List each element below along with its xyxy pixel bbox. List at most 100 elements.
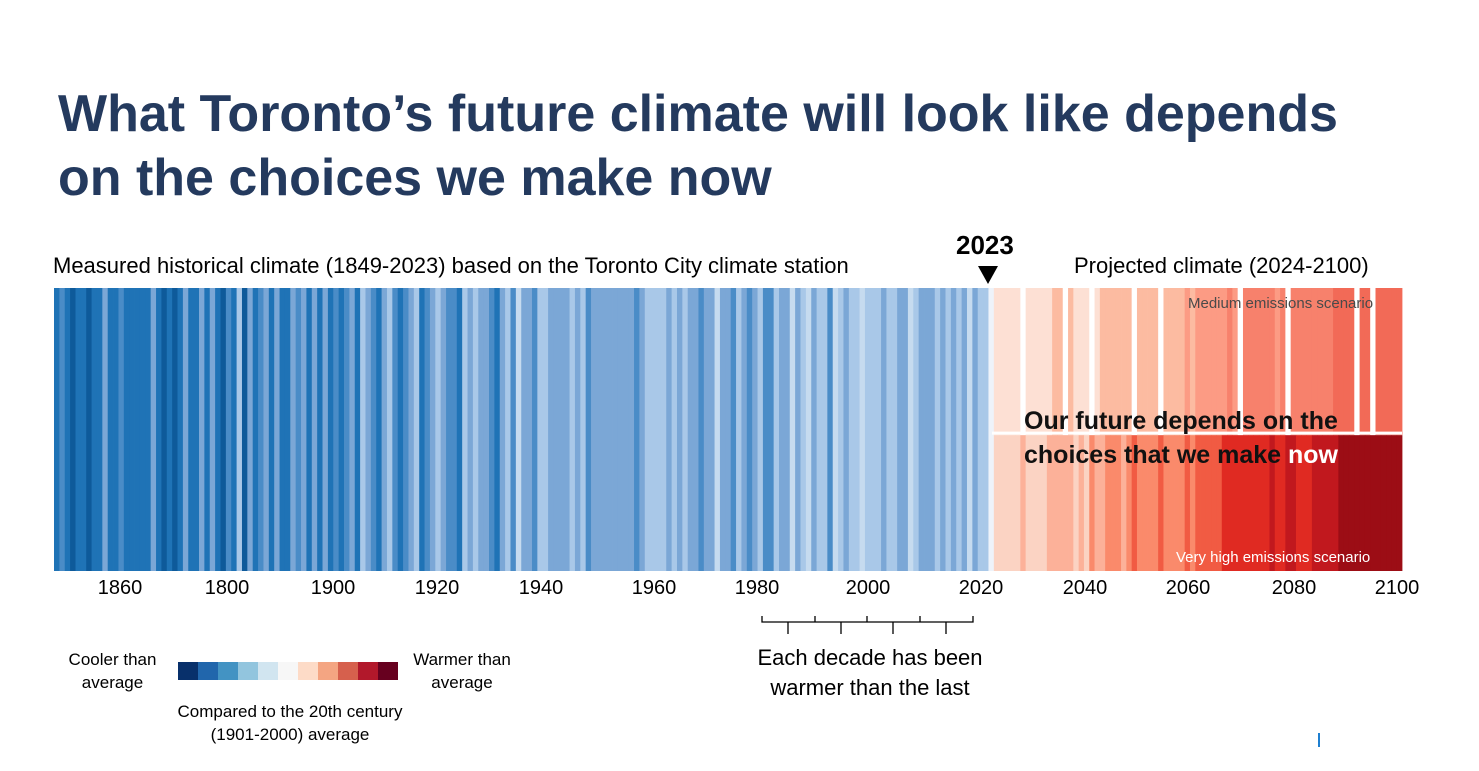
medium-scenario-stripe <box>1295 288 1302 436</box>
high-scenario-stripe <box>1025 435 1032 571</box>
historical-stripe <box>585 288 592 571</box>
marker-arrow-icon <box>978 266 998 284</box>
high-scenario-stripe <box>1089 435 1095 571</box>
historical-stripe <box>924 288 930 571</box>
high-scenario-stripe <box>1205 435 1212 571</box>
high-scenario-stripe <box>1057 435 1064 571</box>
high-scenario-stripe <box>1131 435 1138 571</box>
historical-stripe <box>639 288 646 571</box>
historical-stripe <box>177 288 184 571</box>
future-message: Our future depends on the choices that w… <box>1024 404 1338 472</box>
historical-stripe <box>193 288 200 571</box>
high-scenario-stripe <box>1338 435 1345 571</box>
medium-scenario-stripe <box>1343 288 1350 436</box>
decade-bracket-path <box>761 616 974 634</box>
historical-stripe <box>558 288 565 571</box>
medium-scenario-stripe <box>1004 288 1011 436</box>
high-scenario-stripe <box>1295 435 1302 571</box>
historical-stripe <box>542 288 549 571</box>
medium-scenario-stripe <box>1083 288 1090 436</box>
medium-scenario-stripe <box>1269 288 1276 436</box>
medium-scenario-stripe <box>1216 288 1223 436</box>
historical-stripe <box>768 288 775 571</box>
high-scenario-stripe <box>1078 435 1085 571</box>
legend-cool-label: Cooler than average <box>55 648 170 694</box>
future-message-text: choices that we make <box>1024 441 1282 469</box>
historical-stripe <box>284 288 291 571</box>
medium-scenario-stripe <box>1152 288 1159 436</box>
historical-stripe <box>301 288 307 571</box>
medium-scenario-stripe <box>1375 288 1382 436</box>
historical-stripe <box>913 288 920 571</box>
medium-scenario-stripe <box>1264 288 1270 436</box>
historical-stripe <box>349 288 356 571</box>
x-tick-label: 2060 <box>1165 577 1211 599</box>
historical-stripe <box>741 288 748 571</box>
historical-stripe <box>988 288 995 571</box>
high-scenario-stripe <box>993 435 1000 571</box>
medium-scenario-stripe <box>1280 288 1286 436</box>
high-scenario-stripe <box>1354 435 1360 571</box>
historical-stripe <box>531 288 538 571</box>
high-scenario-stripe <box>1068 435 1074 571</box>
medium-scenario-stripe <box>1121 288 1127 436</box>
historical-stripe <box>424 288 431 571</box>
medium-scenario-stripe <box>1068 288 1074 436</box>
historical-stripe <box>972 288 979 571</box>
historical-stripe <box>510 288 517 571</box>
x-tick-label: 1980 <box>734 577 780 599</box>
historical-stripe <box>854 288 860 571</box>
legend-color-swatch <box>238 662 258 680</box>
high-scenario-stripe <box>1396 435 1403 571</box>
legend-color-swatch <box>318 662 338 680</box>
high-scenario-stripe <box>1158 435 1164 571</box>
medium-scenario-stripe <box>1237 288 1244 436</box>
high-scenario-stripe <box>1248 435 1254 571</box>
historical-stripe <box>870 288 877 571</box>
x-tick-label: 1800 <box>204 577 250 599</box>
historical-stripe <box>166 288 173 571</box>
historical-stripe <box>279 288 286 571</box>
medium-scenario-stripe <box>1290 288 1297 436</box>
legend-warm-line-2: average <box>431 673 493 692</box>
x-tick-label: 1900 <box>310 577 356 599</box>
medium-scenario-stripe <box>1142 288 1148 436</box>
historical-stripe <box>574 288 581 571</box>
legend-note: Compared to the 20th century (1901-2000)… <box>155 700 425 746</box>
historical-stripe <box>467 288 474 571</box>
historical-stripe <box>666 288 673 571</box>
legend-color-swatch <box>178 662 198 680</box>
historical-stripe <box>875 288 882 571</box>
slide-title-line-1: What Toronto’s future climate will look … <box>58 85 1338 143</box>
slide-title: What Toronto’s future climate will look … <box>58 82 1438 210</box>
medium-scenario-stripe <box>1322 288 1329 436</box>
historical-stripe <box>86 288 92 571</box>
medium-scenario-stripe <box>1105 288 1111 436</box>
historical-stripe <box>607 288 613 571</box>
historical-stripe <box>247 288 254 571</box>
legend-color-swatch <box>218 662 238 680</box>
historical-stripe <box>413 288 420 571</box>
medium-scenario-stripe <box>1009 288 1016 436</box>
historical-stripe <box>241 288 248 571</box>
historical-stripe <box>182 288 189 571</box>
medium-scenario-stripe <box>1089 288 1095 436</box>
legend-color-swatch <box>198 662 218 680</box>
high-scenario-stripe <box>1242 435 1249 571</box>
x-tick-label: 2000 <box>845 577 891 599</box>
high-scenario-stripe <box>1274 435 1281 571</box>
high-scenario-stripe <box>1062 435 1069 571</box>
historical-stripe <box>54 288 60 571</box>
historical-stripe <box>70 288 76 571</box>
historical-stripe <box>478 288 485 571</box>
historical-stripe <box>338 288 345 571</box>
historical-stripe <box>113 288 119 571</box>
medium-scenario-stripe <box>1062 288 1069 436</box>
historical-stripe <box>236 288 243 571</box>
medium-scenario-stripe <box>1396 288 1403 436</box>
high-scenario-stripe <box>1152 435 1159 571</box>
medium-scenario-stripe <box>1030 288 1037 436</box>
high-scenario-stripe <box>1136 435 1143 571</box>
high-scenario-stripe <box>1391 435 1398 571</box>
historical-stripe <box>950 288 957 571</box>
